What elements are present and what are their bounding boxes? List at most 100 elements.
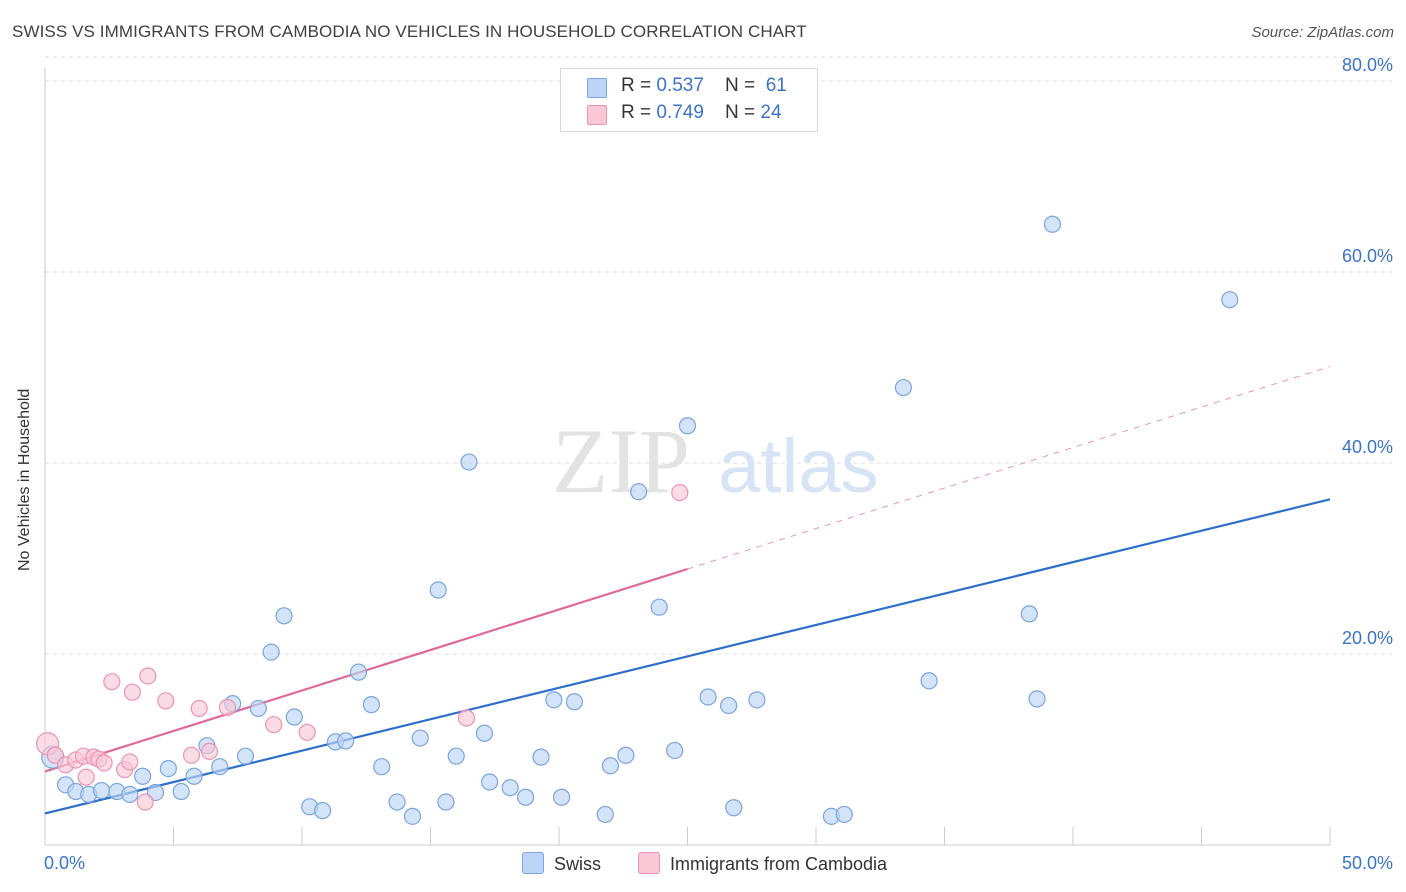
swiss-point: [134, 767, 152, 785]
cambodia-swatch: [587, 105, 607, 125]
bottom-legend-swiss: Swiss: [522, 852, 601, 875]
swiss-point: [699, 688, 717, 706]
swiss-point: [285, 708, 303, 726]
swiss-point: [552, 788, 571, 806]
source-label: Source: ZipAtlas.com: [1251, 24, 1394, 41]
swiss-point: [437, 793, 455, 811]
chart-title: SWISS VS IMMIGRANTS FROM CAMBODIA NO VEH…: [12, 22, 807, 41]
swiss-point: [720, 696, 738, 715]
swiss-point: [121, 785, 139, 803]
swiss-point: [313, 802, 332, 820]
cambodia-point: [139, 667, 157, 685]
cambodia-r-value: 0.749: [656, 102, 704, 123]
swiss-point: [249, 699, 267, 718]
swiss-point: [475, 724, 494, 742]
swiss-point: [373, 758, 391, 776]
swiss-r-value: 0.537: [656, 75, 704, 96]
swiss-point: [596, 805, 614, 824]
swiss-point: [262, 643, 280, 661]
bottom-swiss-swatch: [522, 852, 544, 874]
cambodia-point: [123, 683, 141, 701]
cambodia-r-label: R =: [621, 102, 657, 123]
cambodia-point: [671, 484, 689, 502]
bottom-cambodia-label: Immigrants from Cambodia: [670, 854, 888, 874]
watermark: ZIP atlas: [552, 410, 879, 512]
swiss-point: [362, 696, 380, 714]
swiss-point: [481, 773, 499, 791]
bottom-cambodia-swatch: [638, 852, 660, 874]
swiss-point: [601, 757, 620, 775]
swiss-n-value: 61: [760, 75, 787, 96]
cambodia-point: [190, 699, 208, 718]
swiss-point: [501, 779, 519, 797]
swiss-point: [211, 758, 229, 776]
swiss-point: [172, 782, 190, 801]
swiss-point: [630, 483, 648, 501]
y-tick-label: 20.0%: [1342, 628, 1393, 648]
watermark-zip: ZIP: [552, 410, 690, 512]
swiss-point: [185, 767, 203, 785]
swiss-point: [545, 691, 563, 709]
cambodia-point: [182, 746, 201, 764]
swiss-trend-line: [44, 498, 1331, 815]
swiss-point: [678, 417, 697, 435]
bottom-legend-cambodia: Immigrants from Cambodia: [638, 852, 887, 875]
y-axis-label: No Vehicles in Household: [16, 388, 33, 571]
swiss-point: [1028, 690, 1046, 708]
cambodia-n-label: N =: [725, 102, 761, 123]
swiss-point: [388, 793, 406, 811]
cambodia-point: [298, 723, 316, 741]
axes: [44, 68, 1331, 846]
swiss-point: [666, 741, 684, 760]
swiss-point: [403, 807, 422, 825]
x-tick-label-start: 0.0%: [44, 853, 85, 873]
swiss-point: [920, 672, 938, 690]
cambodia-point: [77, 768, 95, 786]
cambodia-point: [218, 698, 237, 717]
swiss-r-label: R =: [621, 75, 657, 96]
swiss-point: [92, 781, 111, 800]
cambodia-point: [103, 673, 121, 691]
swiss-point: [725, 799, 743, 817]
cambodia-point: [457, 709, 476, 727]
swiss-point: [532, 748, 550, 766]
y-tick-label: 80.0%: [1342, 55, 1393, 75]
swiss-point: [1221, 291, 1239, 309]
legend: R = 0.537 N = 61 R = 0.749 N = 24: [560, 68, 818, 132]
y-tick-label: 40.0%: [1342, 437, 1393, 457]
cambodia-trend-extension: [687, 366, 1331, 570]
swiss-point: [617, 746, 635, 764]
watermark-atlas: atlas: [718, 424, 879, 509]
swiss-point: [159, 759, 177, 778]
cambodia-point: [136, 793, 154, 811]
swiss-n-label: N =: [725, 75, 761, 96]
swiss-point: [460, 453, 478, 471]
tick-labels: 20.0% 40.0% 60.0% 80.0% 0.0% 50.0%: [44, 55, 1393, 873]
swiss-swatch: [587, 78, 607, 98]
swiss-point: [429, 581, 447, 599]
data-points: [35, 215, 1239, 825]
swiss-point: [516, 788, 535, 806]
swiss-point: [236, 747, 255, 765]
swiss-point: [894, 378, 912, 397]
cambodia-point: [157, 692, 175, 710]
swiss-point: [447, 747, 465, 765]
cambodia-point: [200, 742, 219, 761]
swiss-point: [411, 729, 429, 747]
y-tick-label: 60.0%: [1342, 246, 1393, 266]
cambodia-point: [265, 716, 283, 734]
swiss-point: [349, 663, 368, 681]
x-tick-label-end: 50.0%: [1342, 853, 1393, 873]
swiss-point: [650, 598, 668, 616]
cambodia-point: [95, 754, 113, 772]
swiss-point: [337, 732, 355, 750]
grid-lines: [45, 56, 1392, 655]
swiss-point: [748, 691, 766, 709]
swiss-point: [835, 805, 853, 824]
swiss-point: [565, 693, 584, 711]
swiss-point: [275, 607, 293, 625]
cambodia-n-value: 24: [760, 102, 782, 123]
swiss-point: [1020, 605, 1038, 623]
cambodia-point: [121, 753, 139, 771]
